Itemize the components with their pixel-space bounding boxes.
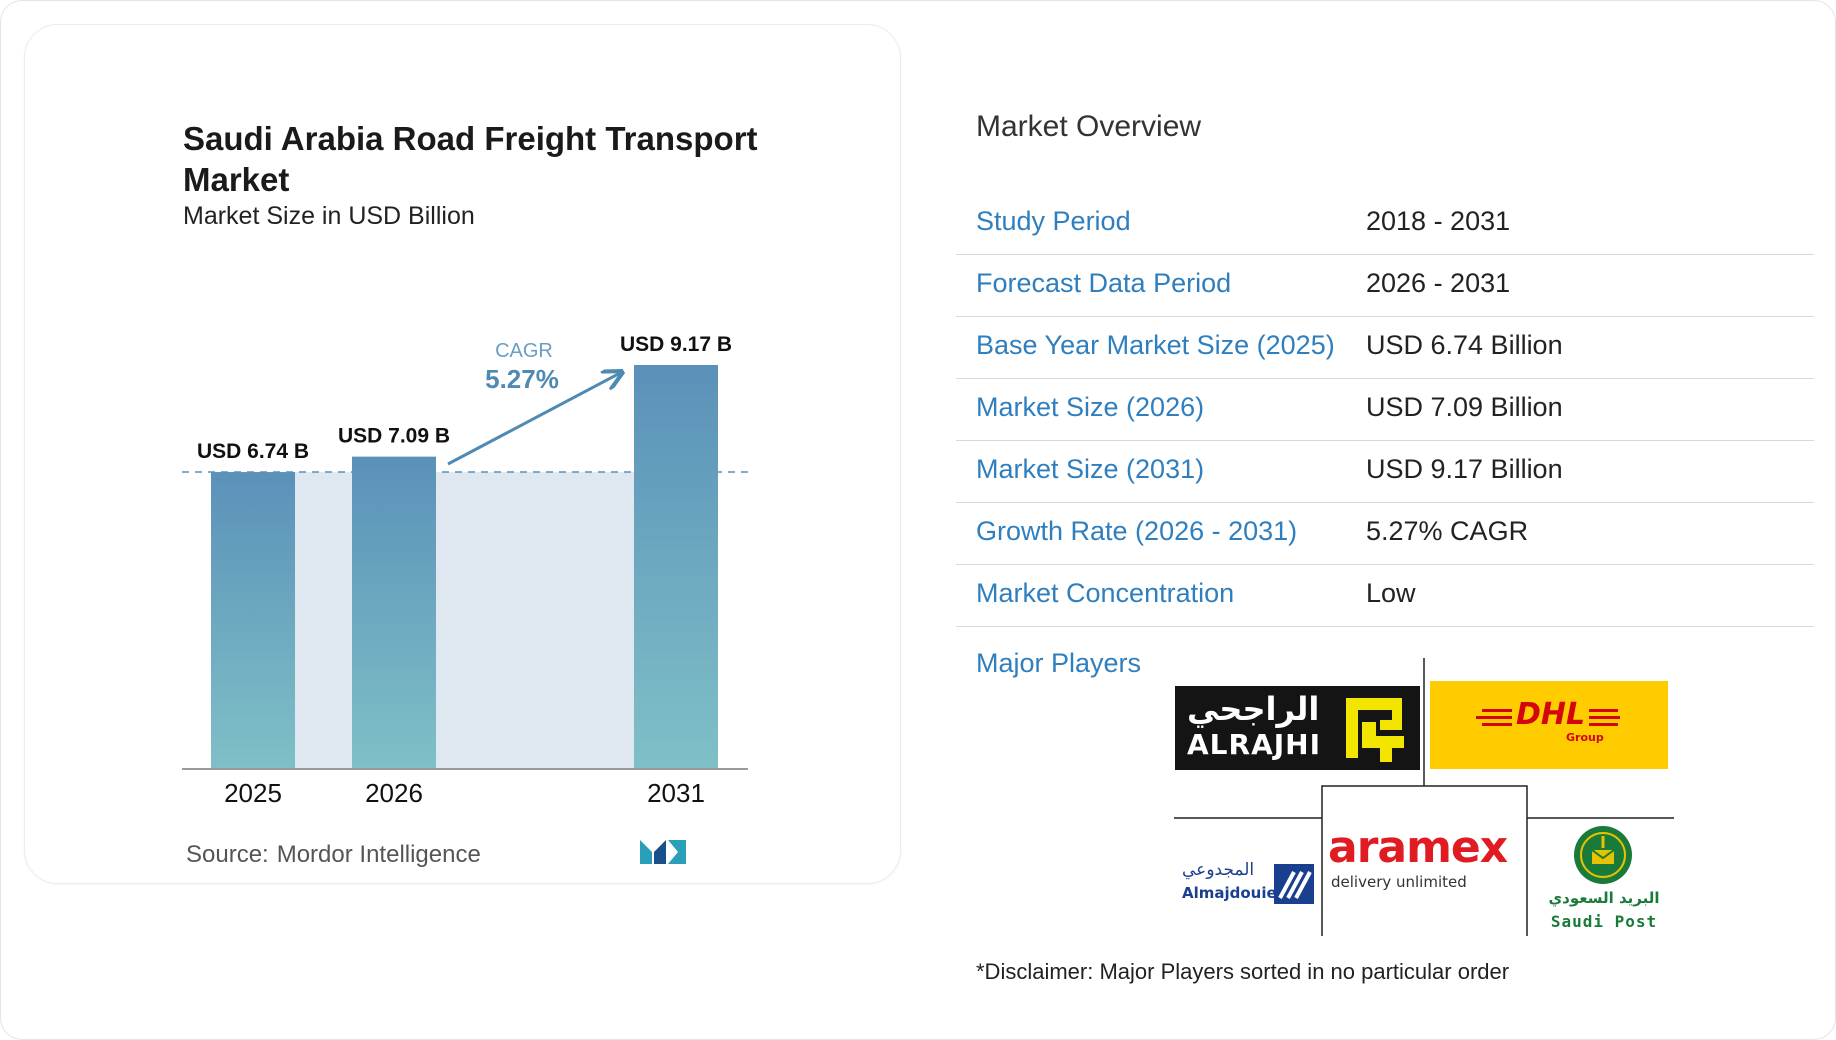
saudi-post-emblem-icon [1574,826,1632,884]
major-players-title: Major Players [976,648,1142,678]
overview-row-label: Growth Rate (2026 - 2031) [976,516,1298,546]
bar-2031 [634,365,718,769]
alrajhi-latin: ALRAJHI [1187,728,1322,761]
data-label-2031: USD 9.17 B [620,333,732,356]
overview-row: Growth Rate (2026 - 2031) 5.27% CAGR [956,502,1814,565]
aramex-logo: aramex delivery unlimited [1326,822,1526,896]
almajdouie-latin: Almajdouie [1182,884,1277,902]
dhl-group: Group [1566,731,1604,744]
overview-row-label: Market Concentration [976,578,1235,608]
dhl-logo: DHL Group [1430,681,1668,769]
source-note: Source: Mordor Intelligence [186,841,489,869]
overview-row-value: Low [1366,578,1416,608]
overview-row-label: Base Year Market Size (2025) [976,330,1335,360]
mordor-intelligence-logo [640,840,686,864]
cagr-label: CAGR [495,340,553,362]
source-label: Source: [186,841,269,868]
almajdouie-emblem-icon [1274,864,1314,904]
growth-band [295,472,634,769]
x-tick-2026: 2026 [365,778,423,808]
source-name: Mordor Intelligence [276,841,481,868]
cagr-arrow [447,372,622,466]
cagr-value: 5.27% [485,364,559,394]
overview-row-value: USD 7.09 Billion [1366,392,1563,422]
alrajhi-emblem-icon [1346,698,1404,762]
overview-row-value: USD 6.74 Billion [1366,330,1563,360]
alrajhi-arabic: الراجحي [1187,690,1320,728]
overview-row: Study Period 2018 - 2031 [956,192,1814,255]
almajdouie-logo: المجدوعي Almajdouie [1178,860,1318,906]
overview-row-label: Market Size (2031) [976,454,1205,484]
bar-chart: USD 6.74 B 2025 USD 7.09 B 2026 USD 9.17 B 20… [182,333,752,808]
overview-row-label: Study Period [976,206,1131,236]
overview-row-label: Market Size (2026) [976,392,1205,422]
saudi-post-arabic: البريد السعودي [1548,889,1660,907]
disclaimer: *Disclaimer: Major Players sorted in no … [976,959,1510,984]
overview-row: Market Size (2026) USD 7.09 Billion [956,378,1814,441]
dhl-word: DHL [1512,699,1590,731]
overview-row-value: USD 9.17 Billion [1366,454,1563,484]
chart-title: Saudi Arabia Road Freight Transport Mark… [183,120,758,198]
data-label-2025: USD 6.74 B [197,440,309,463]
aramex-tagline: delivery unlimited [1331,873,1467,891]
aramex-word: aramex [1328,822,1508,873]
overview-row: Base Year Market Size (2025) USD 6.74 Bi… [956,316,1814,379]
bar-2025 [211,472,295,769]
overview-row-value: 2026 - 2031 [1366,268,1511,298]
data-label-2026: USD 7.09 B [338,425,450,448]
overview-title: Market Overview [976,110,1202,143]
overview-row: Forecast Data Period 2026 - 2031 [956,254,1814,317]
bar-2026 [352,456,436,769]
overview-row-value: 5.27% CAGR [1366,516,1529,546]
x-tick-2031: 2031 [647,778,705,808]
almajdouie-arabic: المجدوعي [1182,860,1255,880]
saudi-post-logo: البريد السعودي Saudi Post [1544,824,1664,936]
overview-row: Market Concentration Low [956,564,1814,627]
overview-row-value: 2018 - 2031 [1366,206,1511,236]
saudi-post-latin: Saudi Post [1550,912,1658,931]
x-tick-2025: 2025 [224,778,282,808]
overview-row: Market Size (2031) USD 9.17 Billion [956,440,1814,503]
overview-row-label: Forecast Data Period [976,268,1232,298]
chart-subtitle: Market Size in USD Billion [183,202,475,230]
alrajhi-logo: الراجحي ALRAJHI [1175,686,1420,770]
